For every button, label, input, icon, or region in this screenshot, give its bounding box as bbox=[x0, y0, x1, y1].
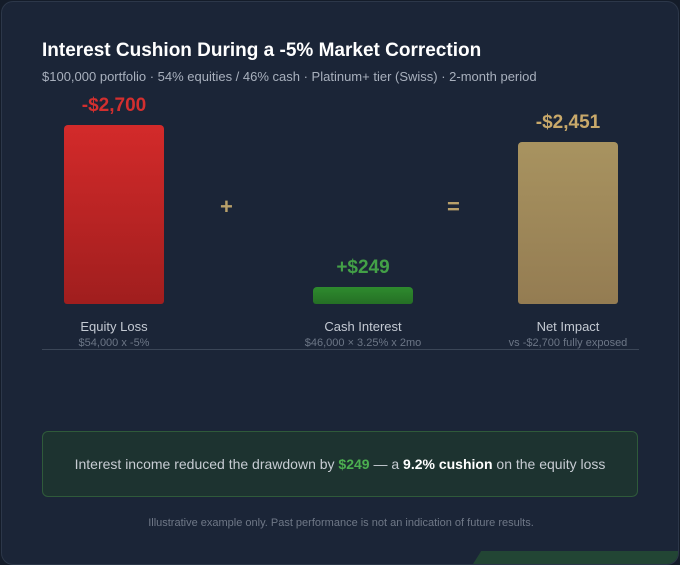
category-sublabel: $54,000 x -5% bbox=[78, 337, 150, 349]
callout-prefix: Interest income reduced the drawdown by bbox=[74, 455, 339, 472]
callout-suffix: on the equity loss bbox=[492, 455, 606, 472]
bar-value-label: -$2,700 bbox=[81, 95, 147, 116]
bar-value-label: +$249 bbox=[336, 257, 390, 279]
category-sublabel: $46,000 × 3.25% x 2mo bbox=[304, 337, 422, 349]
callout-amount: $249 bbox=[338, 455, 370, 472]
summary-callout: Interest income reduced the drawdown by … bbox=[42, 431, 638, 497]
bar-value-label: -$2,451 bbox=[535, 111, 601, 133]
category-label: Cash Interest bbox=[324, 319, 402, 334]
equals-operator: = bbox=[447, 194, 460, 219]
category-label: Net Impact bbox=[536, 319, 600, 334]
callout-cushion: 9.2% cushion bbox=[403, 455, 493, 472]
baseline-divider bbox=[42, 349, 639, 350]
category-sublabel: vs -$2,700 fully exposed bbox=[508, 337, 628, 349]
chart-subtitle: $100,000 portfolio · 54% equities / 46% … bbox=[42, 69, 537, 84]
disclaimer: Illustrative example only. Past performa… bbox=[148, 517, 534, 529]
plus-operator: + bbox=[220, 194, 233, 219]
bar-cash-interest bbox=[313, 287, 413, 304]
bar-equity-loss bbox=[64, 125, 164, 304]
bar-net-impact bbox=[518, 141, 618, 304]
decorative-accent bbox=[473, 551, 678, 564]
chart-title: Interest Cushion During a -5% Market Cor… bbox=[42, 40, 482, 61]
category-label: Equity Loss bbox=[80, 319, 148, 334]
callout-middle: — a bbox=[369, 455, 404, 472]
